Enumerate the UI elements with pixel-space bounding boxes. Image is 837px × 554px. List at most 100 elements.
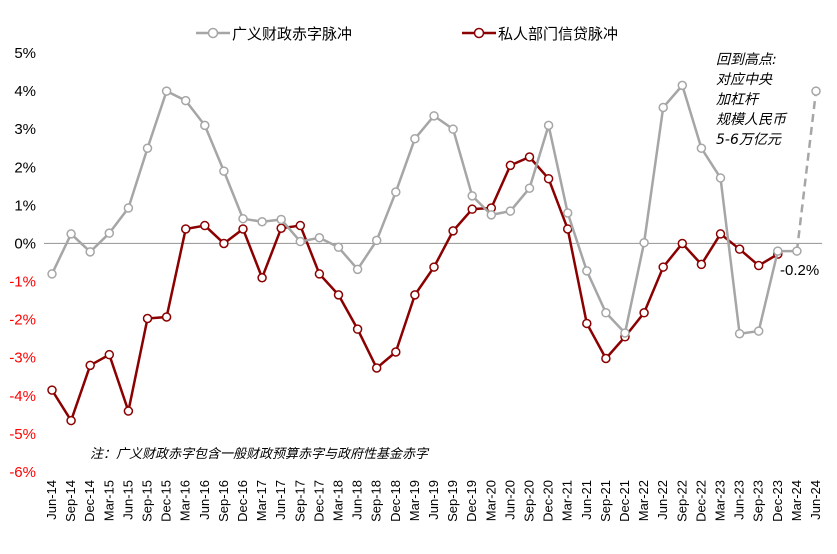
x-tick-label: Dec-17 xyxy=(311,480,326,522)
data-point-private-credit xyxy=(276,223,286,233)
x-tick-label: Sep-16 xyxy=(216,480,231,522)
x-tick-label: Mar-23 xyxy=(713,480,728,521)
data-point-private-credit xyxy=(142,313,153,324)
data-point-private-credit xyxy=(161,312,172,322)
x-tick-label: Dec-21 xyxy=(617,480,632,522)
data-point-fiscal-deficit xyxy=(257,216,267,227)
data-point-fiscal-deficit xyxy=(123,203,134,213)
x-axis-ticks: Jun-14 Sep-14 Dec-14 Mar-15 Jun-15 Sep-15 Dec-… xyxy=(44,480,823,522)
x-tick-label: Dec-23 xyxy=(770,480,785,522)
series-private-credit xyxy=(47,152,783,426)
x-tick-label: Dec-19 xyxy=(464,480,479,522)
x-tick-label: Sep-21 xyxy=(598,480,613,522)
data-point-fiscal-deficit xyxy=(238,213,248,224)
data-point-fiscal-deficit xyxy=(161,86,172,96)
x-tick-label: Jun-21 xyxy=(579,480,594,520)
data-point-fiscal-deficit xyxy=(448,124,458,134)
x-tick-label: Sep-22 xyxy=(674,480,689,522)
data-point-fiscal-deficit xyxy=(505,206,516,216)
x-tick-label: Jun-20 xyxy=(502,480,517,520)
data-point-private-credit xyxy=(601,353,611,364)
x-tick-label: Sep-19 xyxy=(445,480,460,522)
annotation-line-5: 5-6万亿元 xyxy=(716,132,782,148)
y-tick-label: 5% xyxy=(14,45,36,62)
series-line-private-credit xyxy=(50,155,779,422)
data-point-fiscal-deficit xyxy=(85,247,95,257)
data-point-fiscal-deficit xyxy=(352,264,363,275)
y-axis-ticks: 5% 4% 3% 2% 1% 0% -1% -2% -3% -4% -5% -6% xyxy=(9,45,36,481)
x-tick-label: Dec-14 xyxy=(82,480,97,522)
data-point-fiscal-deficit xyxy=(601,308,611,318)
y-tick-label: -6% xyxy=(9,464,36,481)
x-tick-label: Mar-22 xyxy=(636,480,651,521)
data-point-private-credit xyxy=(352,324,363,334)
data-point-fiscal-deficit xyxy=(295,236,306,247)
x-tick-label: Dec-20 xyxy=(541,480,556,522)
data-point-fiscal-deficit xyxy=(391,187,401,197)
x-tick-label: Dec-15 xyxy=(159,480,174,522)
data-point-private-credit xyxy=(219,238,229,249)
x-tick-label: Dec-22 xyxy=(693,480,708,522)
data-point-fiscal-deficit xyxy=(200,120,210,131)
data-point-private-credit xyxy=(104,349,115,360)
data-point-fiscal-deficit xyxy=(773,246,783,256)
data-point-private-credit xyxy=(257,272,267,283)
data-point-private-credit xyxy=(66,415,76,426)
data-point-fiscal-deficit xyxy=(429,111,439,121)
data-point-fiscal-deficit xyxy=(314,232,325,243)
data-point-private-credit xyxy=(123,406,134,416)
data-point-fiscal-deficit xyxy=(677,80,688,91)
x-tick-label: Mar-16 xyxy=(178,480,193,521)
x-tick-label: Mar-18 xyxy=(331,480,346,521)
x-tick-label: Jun-22 xyxy=(655,480,670,520)
data-point-fiscal-deficit xyxy=(371,235,382,246)
legend-marker-fiscal xyxy=(207,27,219,39)
legend: 广义财政赤字脉冲 私人部门信贷脉冲 xyxy=(196,25,618,43)
data-point-fiscal-deficit xyxy=(639,237,649,248)
annotation-line-4: 规模人民币 xyxy=(716,112,788,128)
x-tick-label: Mar-17 xyxy=(254,480,269,521)
annotation-line-1: 回到高点: xyxy=(716,52,777,68)
data-point-fiscal-deficit xyxy=(66,229,76,239)
data-point-private-credit xyxy=(524,152,535,162)
data-point-private-credit xyxy=(562,224,573,234)
x-tick-label: Mar-24 xyxy=(789,480,804,521)
data-point-private-credit xyxy=(391,347,401,357)
data-point-private-credit xyxy=(734,244,745,254)
annotation-value-label: -0.2% xyxy=(780,262,819,279)
data-point-fiscal-deficit xyxy=(524,183,535,193)
y-tick-label: -2% xyxy=(9,312,36,329)
data-point-private-credit xyxy=(200,220,210,231)
data-point-fiscal-deficit xyxy=(734,328,745,339)
data-point-private-credit xyxy=(715,229,726,239)
data-point-fiscal-deficit xyxy=(219,166,229,176)
data-point-private-credit xyxy=(448,226,458,236)
data-point-fiscal-deficit xyxy=(467,191,477,201)
x-tick-label: Sep-18 xyxy=(369,480,384,522)
data-point-private-credit xyxy=(429,262,439,272)
annotation-line-3: 加杠杆 xyxy=(716,92,760,108)
x-tick-label: Jun-15 xyxy=(120,480,135,520)
data-point-fiscal-deficit xyxy=(792,246,802,256)
x-tick-label: Sep-14 xyxy=(63,480,78,522)
data-point-private-credit xyxy=(295,220,306,231)
data-point-fiscal-deficit xyxy=(696,143,707,153)
y-tick-label: -1% xyxy=(9,274,36,291)
x-tick-label: Sep-20 xyxy=(522,480,537,522)
y-tick-label: 4% xyxy=(14,83,36,100)
data-point-fiscal-deficit xyxy=(582,266,592,276)
y-tick-label: 0% xyxy=(14,235,36,252)
data-point-private-credit xyxy=(753,260,764,271)
x-tick-label: Mar-21 xyxy=(560,480,575,521)
data-point-private-credit xyxy=(180,224,191,234)
data-point-private-credit xyxy=(47,385,57,395)
data-point-private-credit xyxy=(333,290,344,300)
series-fiscal-deficit xyxy=(47,80,821,339)
legend-label-private: 私人部门信贷脉冲 xyxy=(498,25,618,43)
x-tick-label: Sep-17 xyxy=(292,480,307,522)
data-point-private-credit xyxy=(505,160,516,171)
series-projection-fiscal-deficit xyxy=(795,90,818,252)
data-point-fiscal-deficit xyxy=(486,210,497,220)
data-point-private-credit xyxy=(639,308,649,318)
